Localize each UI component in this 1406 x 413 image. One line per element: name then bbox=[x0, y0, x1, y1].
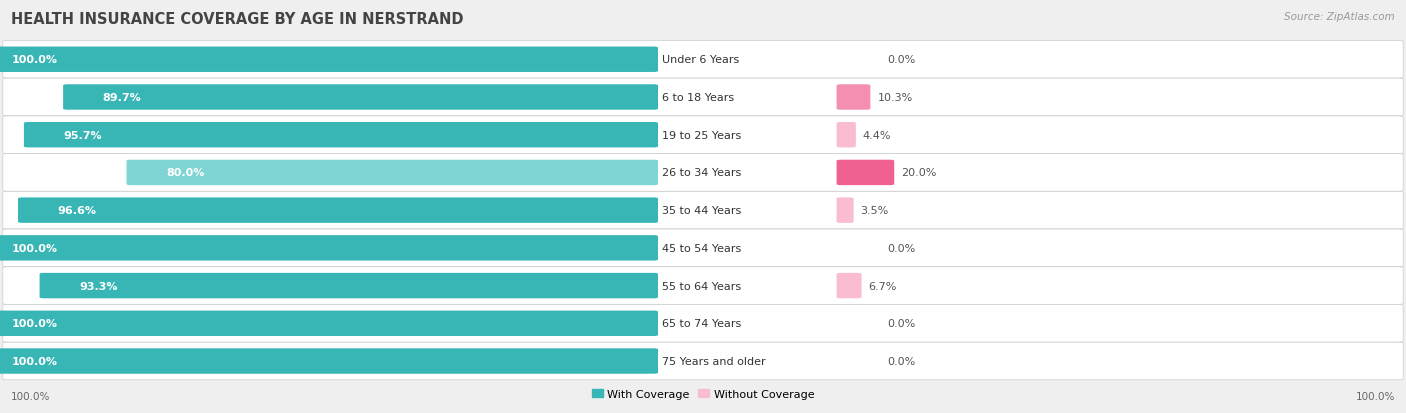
FancyBboxPatch shape bbox=[3, 41, 1403, 79]
Text: Source: ZipAtlas.com: Source: ZipAtlas.com bbox=[1284, 12, 1395, 22]
Text: 100.0%: 100.0% bbox=[11, 318, 58, 328]
Text: 65 to 74 Years: 65 to 74 Years bbox=[662, 318, 741, 328]
Text: 89.7%: 89.7% bbox=[103, 93, 141, 103]
Text: 95.7%: 95.7% bbox=[63, 131, 101, 140]
FancyBboxPatch shape bbox=[3, 230, 1403, 267]
FancyBboxPatch shape bbox=[3, 305, 1403, 342]
FancyBboxPatch shape bbox=[3, 79, 1403, 116]
Text: 93.3%: 93.3% bbox=[79, 281, 118, 291]
Text: 55 to 64 Years: 55 to 64 Years bbox=[662, 281, 741, 291]
Text: 100.0%: 100.0% bbox=[11, 243, 58, 253]
FancyBboxPatch shape bbox=[837, 123, 856, 148]
Text: HEALTH INSURANCE COVERAGE BY AGE IN NERSTRAND: HEALTH INSURANCE COVERAGE BY AGE IN NERS… bbox=[11, 12, 464, 27]
FancyBboxPatch shape bbox=[0, 235, 658, 261]
FancyBboxPatch shape bbox=[837, 160, 894, 186]
FancyBboxPatch shape bbox=[127, 160, 658, 186]
Text: 6.7%: 6.7% bbox=[869, 281, 897, 291]
FancyBboxPatch shape bbox=[0, 47, 658, 73]
Text: 35 to 44 Years: 35 to 44 Years bbox=[662, 206, 741, 216]
Text: Under 6 Years: Under 6 Years bbox=[662, 55, 740, 65]
Legend: With Coverage, Without Coverage: With Coverage, Without Coverage bbox=[588, 385, 818, 404]
Text: 0.0%: 0.0% bbox=[887, 55, 915, 65]
Text: 4.4%: 4.4% bbox=[863, 131, 891, 140]
FancyBboxPatch shape bbox=[3, 267, 1403, 305]
Text: 100.0%: 100.0% bbox=[11, 356, 58, 366]
FancyBboxPatch shape bbox=[3, 154, 1403, 192]
Text: 0.0%: 0.0% bbox=[887, 318, 915, 328]
FancyBboxPatch shape bbox=[837, 198, 853, 223]
Text: 0.0%: 0.0% bbox=[887, 356, 915, 366]
FancyBboxPatch shape bbox=[0, 311, 658, 336]
Text: 100.0%: 100.0% bbox=[11, 55, 58, 65]
FancyBboxPatch shape bbox=[3, 342, 1403, 380]
FancyBboxPatch shape bbox=[837, 85, 870, 110]
FancyBboxPatch shape bbox=[39, 273, 658, 299]
Text: 10.3%: 10.3% bbox=[877, 93, 912, 103]
FancyBboxPatch shape bbox=[3, 192, 1403, 229]
Text: 0.0%: 0.0% bbox=[887, 243, 915, 253]
Text: 26 to 34 Years: 26 to 34 Years bbox=[662, 168, 741, 178]
Text: 75 Years and older: 75 Years and older bbox=[662, 356, 766, 366]
FancyBboxPatch shape bbox=[63, 85, 658, 110]
FancyBboxPatch shape bbox=[18, 198, 658, 223]
Text: 6 to 18 Years: 6 to 18 Years bbox=[662, 93, 734, 103]
FancyBboxPatch shape bbox=[3, 116, 1403, 154]
Text: 19 to 25 Years: 19 to 25 Years bbox=[662, 131, 741, 140]
Text: 80.0%: 80.0% bbox=[166, 168, 204, 178]
Text: 100.0%: 100.0% bbox=[1355, 392, 1395, 401]
Text: 45 to 54 Years: 45 to 54 Years bbox=[662, 243, 741, 253]
FancyBboxPatch shape bbox=[0, 349, 658, 374]
FancyBboxPatch shape bbox=[837, 273, 862, 299]
FancyBboxPatch shape bbox=[24, 123, 658, 148]
Text: 20.0%: 20.0% bbox=[901, 168, 936, 178]
Text: 3.5%: 3.5% bbox=[860, 206, 889, 216]
Text: 100.0%: 100.0% bbox=[11, 392, 51, 401]
Text: 96.6%: 96.6% bbox=[58, 206, 97, 216]
